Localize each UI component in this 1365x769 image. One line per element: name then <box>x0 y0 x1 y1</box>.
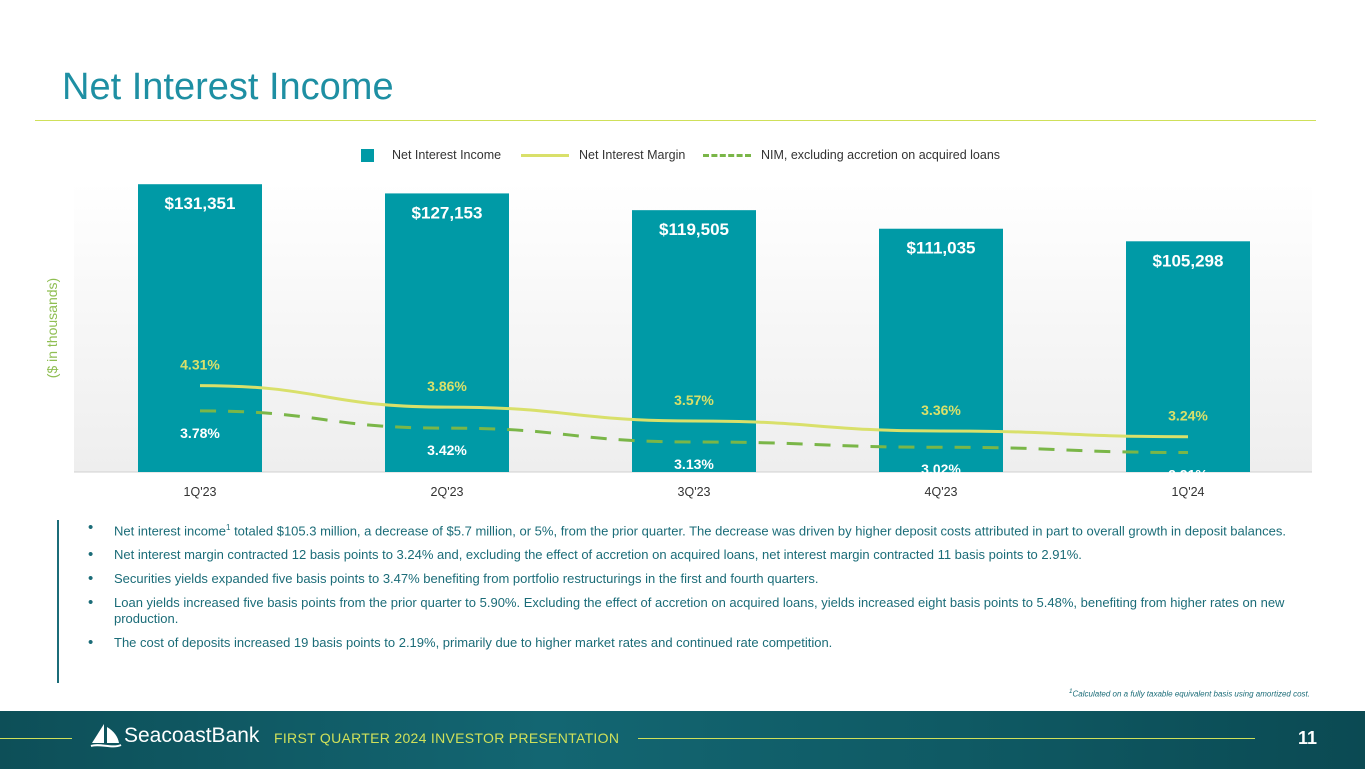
nim-label-3: 3.36% <box>921 402 961 418</box>
nim-excl-label-2: 3.13% <box>674 456 714 472</box>
x-tick-label-3: 4Q'23 <box>925 485 958 499</box>
footnote-marker: 1 <box>1068 688 1073 695</box>
x-tick-label-2: 3Q'23 <box>678 485 711 499</box>
net-interest-income-chart: $131,351 1Q'23 $127,153 2Q'23 $119,505 3Q'23 $… <box>74 182 1312 499</box>
sail-logo-icon <box>90 724 122 748</box>
nim-excluding-accretion-line <box>199 409 1189 455</box>
nim-excl-label-1: 3.42% <box>427 442 467 458</box>
nim-excl-label-3: 3.02% <box>921 461 961 477</box>
legend-label-line: Net Interest Margin <box>579 148 686 162</box>
x-tick-label-4: 1Q'24 <box>1172 485 1205 499</box>
bullet-1-rest: totaled $105.3 million, a decrease of $5… <box>230 523 1286 539</box>
bar-value-label-1: $127,153 <box>412 203 483 222</box>
nim-label-1: 3.86% <box>427 378 467 394</box>
bullet-cost-of-deposits: The cost of deposits increased 19 basis … <box>88 635 1324 651</box>
presentation-tagline: FIRST QUARTER 2024 INVESTOR PRESENTATION <box>274 730 620 746</box>
net-interest-margin-line <box>199 384 1189 439</box>
page-title: Net Interest Income <box>62 66 394 108</box>
footnote-text: Calculated on a fully taxable equivalent… <box>1072 689 1310 699</box>
footer-bar: SeacoastBank FIRST QUARTER 2024 INVESTOR… <box>0 711 1365 769</box>
page-number: 11 <box>1297 728 1317 748</box>
bar-0 <box>138 184 262 472</box>
nim-excl-label-0: 3.78% <box>180 425 220 441</box>
bar-value-label-3: $111,035 <box>906 239 975 258</box>
legend-label-bar: Net Interest Income <box>392 148 502 162</box>
legend-item-nim-excluding-accretion: NIM, excluding accretion on acquired loa… <box>703 148 1000 162</box>
nim-label-4: 3.24% <box>1168 408 1208 424</box>
legend-item-net-interest-income: Net Interest Income <box>361 148 501 162</box>
commentary-bullets: Net interest income1 totaled $105.3 mill… <box>57 520 1324 683</box>
chart-legend: Net Interest Income Net Interest Margin … <box>0 148 1365 166</box>
bullet-net-interest-income: Net interest income1 totaled $105.3 mill… <box>88 520 1324 539</box>
title-divider <box>35 120 1316 121</box>
nim-excl-label-4: 2.91% <box>1168 467 1208 483</box>
legend-swatch-bar <box>361 148 374 162</box>
bar-value-label-4: $105,298 <box>1153 251 1224 270</box>
bullet-1-footnote-ref: 1 <box>226 523 231 532</box>
x-tick-label-1: 2Q'23 <box>431 485 464 499</box>
bar-1 <box>385 193 509 472</box>
footnote: 1Calculated on a fully taxable equivalen… <box>1069 688 1310 699</box>
bullet-securities-yields: Securities yields expanded five basis po… <box>88 571 1324 587</box>
bar-3 <box>879 228 1003 472</box>
footer-rule-right <box>638 738 1255 739</box>
logo-text: SeacoastBank <box>124 724 260 747</box>
seacoast-bank-logo: SeacoastBank <box>90 723 259 749</box>
bullet-loan-yields: Loan yields increased five basis points … <box>88 595 1324 627</box>
x-tick-label-0: 1Q'23 <box>184 485 217 499</box>
legend-label-dashed: NIM, excluding accretion on acquired loa… <box>761 148 1001 162</box>
legend-swatch-dashed <box>703 153 751 157</box>
bar-value-label-2: $119,505 <box>659 220 729 239</box>
bullet-net-interest-margin: Net interest margin contracted 12 basis … <box>88 547 1324 563</box>
footer-rule-left <box>0 738 72 739</box>
legend-swatch-line <box>521 153 569 157</box>
legend-item-net-interest-margin: Net Interest Margin <box>521 148 685 162</box>
nim-label-2: 3.57% <box>674 392 714 408</box>
bar-2 <box>632 210 756 472</box>
bar-4 <box>1126 241 1250 472</box>
bullet-1-lead: Net interest income <box>114 523 226 539</box>
bar-value-label-0: $131,351 <box>165 194 236 213</box>
nim-label-0: 4.31% <box>180 357 220 373</box>
